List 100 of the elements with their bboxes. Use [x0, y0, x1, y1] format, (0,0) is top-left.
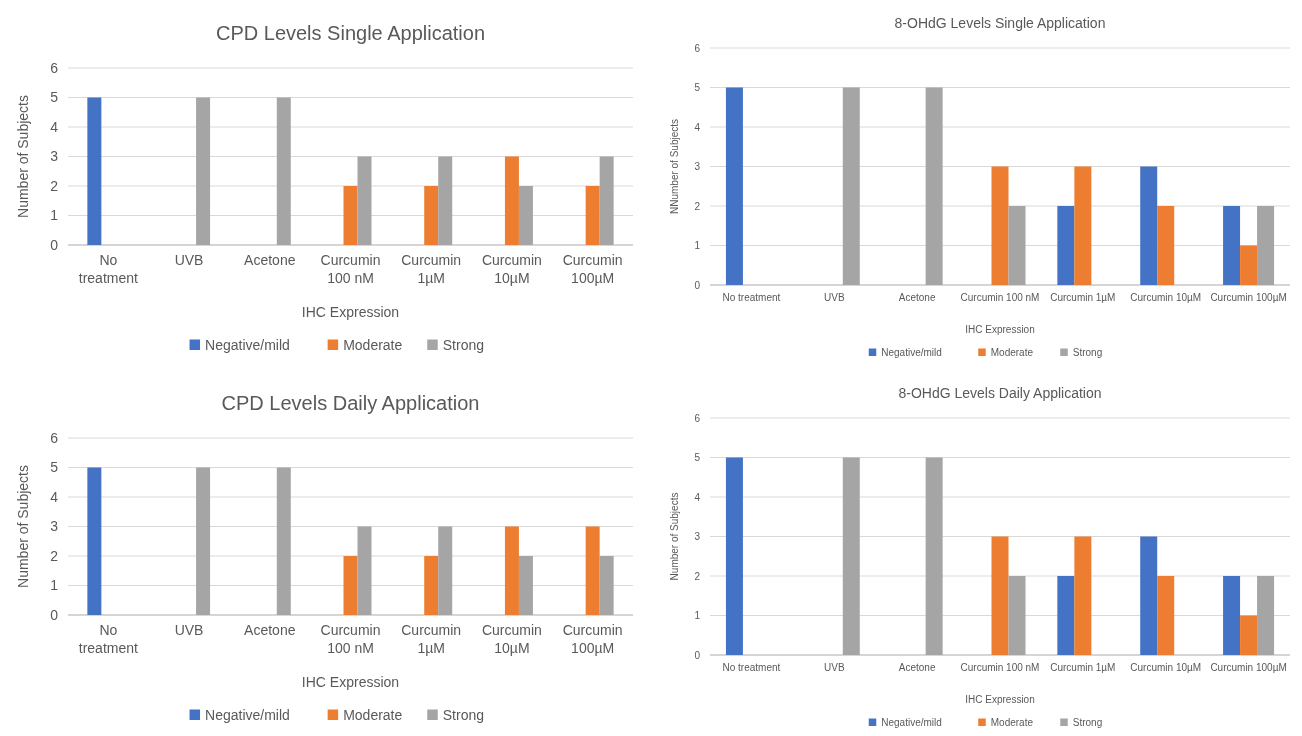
bar: [518, 186, 533, 245]
x-tick-label: Curcumin 1µM: [401, 622, 462, 656]
y-tick-label: 0: [694, 279, 701, 291]
y-tick-label: 4: [50, 488, 59, 505]
y-tick-label: 2: [694, 570, 701, 582]
y-tick-label: 6: [50, 59, 59, 76]
legend-label: Negative/mild: [881, 717, 942, 728]
bar: [357, 526, 372, 615]
bar: [438, 526, 453, 615]
bar: [276, 467, 291, 615]
bar: [343, 186, 358, 245]
y-axis-title: Number of Subjects: [15, 95, 31, 218]
x-tick-label: No treatment: [78, 252, 139, 286]
x-tick-label: No treatment: [722, 662, 781, 673]
x-tick-label: Curcumin 1µM: [1050, 662, 1116, 673]
bar: [1240, 245, 1258, 285]
y-tick-label: 6: [50, 429, 59, 446]
y-tick-label: 3: [50, 148, 59, 165]
x-tick-label: Curcumin 100 nM: [320, 252, 381, 286]
x-tick-label: Curcumin 10µM: [481, 622, 542, 656]
x-tick-label: UVB: [174, 622, 204, 638]
bar: [991, 536, 1009, 655]
bar: [842, 87, 860, 285]
bar: [504, 526, 519, 615]
legend-label: Moderate: [343, 337, 403, 353]
x-tick-label: Curcumin 100 nM: [960, 662, 1040, 673]
bar: [1057, 206, 1075, 285]
legend-label: Moderate: [343, 707, 403, 723]
bar: [1157, 576, 1175, 655]
x-axis-title: IHC Expression: [965, 324, 1035, 335]
legend-label: Moderate: [990, 347, 1034, 358]
bar: [1223, 576, 1241, 655]
chart-title: CPD Levels Daily Application: [221, 392, 480, 414]
y-tick-label: 2: [50, 547, 59, 564]
y-tick-label: 5: [50, 459, 59, 476]
bar: [87, 467, 102, 615]
bar: [1240, 615, 1258, 655]
legend-label: Negative/mild: [205, 337, 290, 353]
x-tick-label: UVB: [174, 252, 204, 268]
y-tick-label: 5: [694, 82, 701, 93]
bar: [599, 556, 614, 615]
bar: [504, 156, 519, 245]
legend-label: Strong: [442, 707, 484, 723]
y-tick-label: 1: [694, 610, 701, 621]
x-tick-label: Acetone: [244, 622, 296, 638]
x-tick-label: Curcumin 100 nM: [320, 622, 381, 656]
x-tick-label: Curcumin 100µM: [562, 252, 623, 286]
bar: [196, 97, 211, 245]
y-tick-label: 0: [694, 649, 701, 661]
y-tick-label: 3: [694, 531, 701, 542]
y-tick-label: 4: [50, 118, 59, 135]
bar: [1074, 166, 1092, 285]
y-axis-title: NNumber of Subjects: [669, 118, 680, 215]
bar: [1257, 206, 1275, 285]
y-tick-label: 1: [50, 207, 59, 224]
y-tick-label: 2: [50, 177, 59, 194]
y-tick-label: 2: [694, 200, 701, 212]
bar: [842, 457, 860, 655]
bar: [1008, 206, 1026, 285]
x-tick-label: No treatment: [722, 292, 781, 303]
x-tick-label: Curcumin 100µM: [1210, 292, 1287, 303]
bar: [1257, 576, 1275, 655]
bar: [424, 186, 439, 245]
y-axis-title: Number of Subjects: [669, 492, 680, 581]
y-tick-label: 5: [694, 452, 701, 463]
bar: [1140, 166, 1158, 285]
bar: [599, 156, 614, 245]
chart-title: CPD Levels Single Application: [215, 22, 486, 44]
y-tick-label: 6: [694, 42, 701, 54]
bar: [1140, 536, 1158, 655]
y-tick-label: 0: [50, 236, 59, 253]
x-tick-label: Acetone: [898, 662, 936, 673]
y-tick-label: 1: [50, 577, 59, 594]
x-axis-title: IHC Expression: [301, 304, 400, 320]
y-axis-title: Number of Subjects: [15, 465, 31, 588]
x-axis-title: IHC Expression: [301, 674, 400, 690]
chart-title: 8-OHdG Levels Single Application: [894, 15, 1106, 31]
bar: [991, 166, 1009, 285]
x-tick-label: Curcumin 1µM: [401, 252, 462, 286]
x-tick-label: Curcumin 10µM: [1130, 662, 1202, 673]
x-tick-label: UVB: [824, 662, 845, 673]
bar: [1057, 576, 1075, 655]
legend-label: Negative/mild: [205, 707, 290, 723]
bar: [585, 526, 600, 615]
legend-label: Strong: [1072, 347, 1103, 358]
bar: [925, 87, 943, 285]
x-tick-label: Curcumin 100µM: [1210, 662, 1287, 673]
bar: [1008, 576, 1026, 655]
legend-label: Strong: [1072, 717, 1103, 728]
bar: [585, 186, 600, 245]
bar: [196, 467, 211, 615]
x-tick-label: UVB: [824, 292, 845, 303]
legend-label: Negative/mild: [881, 347, 942, 358]
bar: [1074, 536, 1092, 655]
bar: [87, 97, 102, 245]
bar: [343, 556, 358, 615]
bar: [725, 87, 743, 285]
x-tick-label: Curcumin 10µM: [481, 252, 542, 286]
x-tick-label: Curcumin 100 nM: [960, 292, 1040, 303]
x-tick-label: Curcumin 1µM: [1050, 292, 1116, 303]
